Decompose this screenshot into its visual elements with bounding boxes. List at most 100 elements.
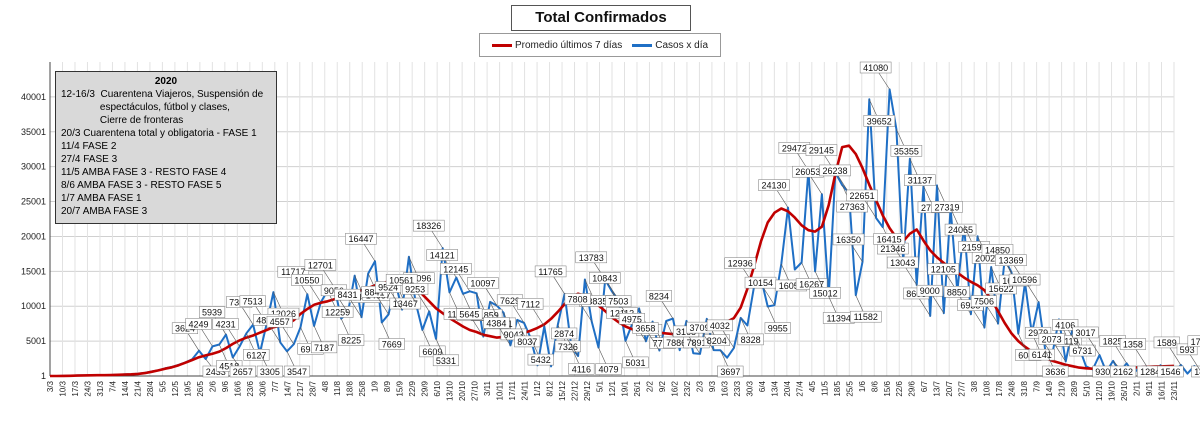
chart-title: Total Confirmados Diarios: [511, 5, 691, 50]
x-tick-label: 4/5: [808, 380, 817, 392]
data-label-box: [1042, 365, 1069, 378]
data-label: 8037: [517, 337, 537, 347]
y-tick-label: 25001: [21, 197, 46, 207]
data-label: 12936: [728, 259, 753, 269]
legend-swatch-average: [491, 43, 512, 47]
x-tick-label: 28/9: [1070, 380, 1079, 396]
data-label: 7669: [382, 339, 402, 349]
data-label-box: [239, 295, 266, 307]
x-tick-label: 19/10: [1108, 380, 1117, 401]
data-label-box: [1191, 365, 1200, 378]
data-label-box: [229, 365, 256, 378]
data-label-box: [440, 263, 472, 275]
data-label-box: [995, 254, 1027, 266]
data-label: 7187: [314, 343, 334, 353]
x-tick-label: 6/10: [433, 380, 442, 396]
data-label: 5031: [626, 358, 646, 368]
data-label: 8606: [906, 289, 926, 299]
data-label-box: [645, 290, 672, 302]
x-tick-label: 26/1: [633, 380, 642, 396]
data-label-box: [703, 334, 730, 347]
x-tick-label: 28/7: [308, 380, 317, 396]
x-tick-label: 1/6: [858, 380, 867, 392]
data-label-box: [605, 295, 632, 307]
data-label: 27319: [934, 202, 959, 212]
data-label-box: [1176, 343, 1198, 356]
data-label: 11859: [474, 310, 498, 320]
data-label: 7326: [558, 342, 578, 352]
data-label-box: [717, 365, 744, 378]
data-label: 5331: [436, 356, 456, 366]
data-label: 7891: [686, 338, 706, 348]
data-label: 1440: [1194, 367, 1200, 377]
x-tick-label: 2/6: [208, 380, 217, 392]
x-tick-label: 31/3: [96, 380, 105, 396]
x-tick-label: 24/8: [1008, 380, 1017, 396]
data-label-box: [850, 310, 882, 323]
data-label-box: [1119, 338, 1146, 350]
x-tick-label: 11/5: [820, 380, 829, 396]
data-label: 10596: [1012, 275, 1037, 285]
data-label-box: [863, 115, 896, 127]
x-tick-label: 23/6: [246, 380, 255, 396]
data-label-box: [1157, 365, 1184, 378]
data-label: 4249: [188, 319, 208, 329]
data-label-box: [904, 174, 936, 186]
data-label-box: [321, 306, 354, 318]
data-label: 8225: [341, 336, 361, 346]
data-label-box: [873, 233, 905, 245]
y-tick-label: 10001: [21, 301, 46, 311]
data-label-box: [1072, 326, 1099, 339]
x-tick-label: 5/1: [596, 380, 605, 392]
data-label-box: [483, 317, 510, 329]
data-label: 6731: [1072, 346, 1092, 356]
x-tick-label: 8/6: [870, 380, 879, 392]
data-label: 21590: [962, 242, 987, 252]
x-tick-label: 25/5: [845, 380, 854, 396]
x-tick-label: 8/9: [383, 380, 392, 392]
data-label: 39652: [867, 116, 892, 126]
data-label-box: [632, 322, 659, 334]
data-label: 35355: [894, 146, 919, 156]
data-label: 5645: [459, 310, 479, 320]
legend-item-daily: Casos x día: [632, 40, 708, 51]
data-label: 4231: [216, 319, 236, 329]
y-tick-label: 20001: [21, 231, 46, 241]
data-label-box: [1038, 333, 1065, 345]
data-label: 1546: [1160, 367, 1180, 377]
data-label: 3658: [635, 323, 655, 333]
x-tick-label: 21/9: [1058, 380, 1067, 396]
data-label: 4557: [270, 317, 290, 327]
data-label-box: [970, 295, 998, 307]
data-label-box: [1028, 348, 1055, 361]
x-tick-label: 9/11: [1145, 380, 1154, 396]
data-label: 4106: [1055, 320, 1075, 330]
data-label: 16415: [877, 234, 902, 244]
y-tick-label: 15001: [21, 266, 46, 276]
x-tick-label: 1/9: [371, 380, 380, 392]
data-label-box: [551, 327, 578, 340]
data-label: 10561: [389, 275, 414, 285]
data-label-box: [378, 338, 405, 350]
data-label-box: [334, 288, 361, 301]
x-tick-label: 2/2: [645, 380, 654, 392]
x-tick-label: 29/6: [908, 380, 917, 396]
data-label-box: [886, 256, 919, 269]
x-tick-label: 27/7: [958, 380, 967, 396]
x-tick-label: 20/10: [458, 380, 467, 401]
x-tick-label: 20/4: [783, 380, 792, 396]
data-label: 27363: [840, 202, 865, 212]
legend: Promedio últimos 7 días Casos x día: [479, 33, 721, 57]
x-tick-label: 16/2: [670, 380, 679, 396]
data-label-box: [1008, 273, 1041, 286]
data-label: 7886: [666, 338, 686, 348]
data-label: 9524: [378, 283, 398, 293]
data-label: 7369: [229, 298, 249, 308]
x-tick-label: 12/10: [1095, 380, 1104, 401]
data-label: 29145: [809, 146, 834, 156]
x-tick-label: 12/5: [171, 380, 180, 396]
data-label: 6609: [422, 347, 442, 357]
data-label: 21346: [880, 244, 905, 254]
data-label: 5939: [202, 308, 222, 318]
y-tick-label: 35001: [21, 127, 46, 137]
